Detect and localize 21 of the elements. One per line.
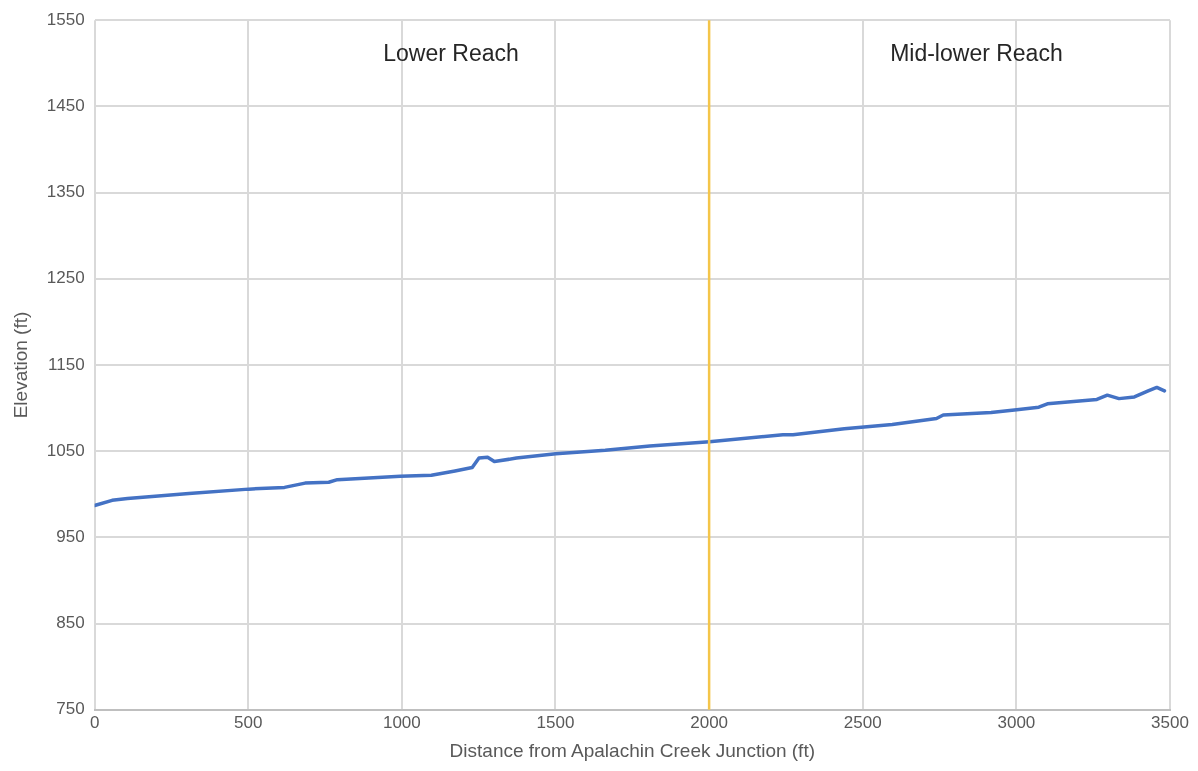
x-tick-label: 500 (234, 712, 263, 732)
y-tick-label: 750 (56, 699, 85, 719)
x-tick-label: 3000 (997, 712, 1036, 732)
y-axis-title: Elevation (ft) (9, 311, 31, 419)
x-axis-title: Distance from Apalachin Creek Junction (ft) (449, 739, 815, 761)
y-tick-label: 950 (56, 527, 85, 547)
y-tick-label: 1050 (46, 440, 85, 460)
y-tick-label: 1450 (46, 96, 85, 116)
annotation: Mid-lower Reach (890, 39, 1063, 66)
y-tick-label: 850 (56, 613, 85, 633)
x-tick-label: 2000 (690, 712, 729, 732)
x-tick-label: 2500 (843, 712, 882, 732)
y-tick-label: 1250 (46, 268, 85, 288)
x-tick-label: 1000 (382, 712, 421, 732)
y-tick-label: 1550 (46, 9, 85, 29)
x-tick-label: 3500 (1151, 712, 1189, 732)
y-tick-label: 1350 (46, 182, 85, 202)
x-tick-label: 0 (89, 712, 100, 732)
x-tick-label: 1500 (536, 712, 575, 732)
y-tick-label: 1150 (48, 354, 85, 374)
annotation: Lower Reach (383, 39, 519, 66)
